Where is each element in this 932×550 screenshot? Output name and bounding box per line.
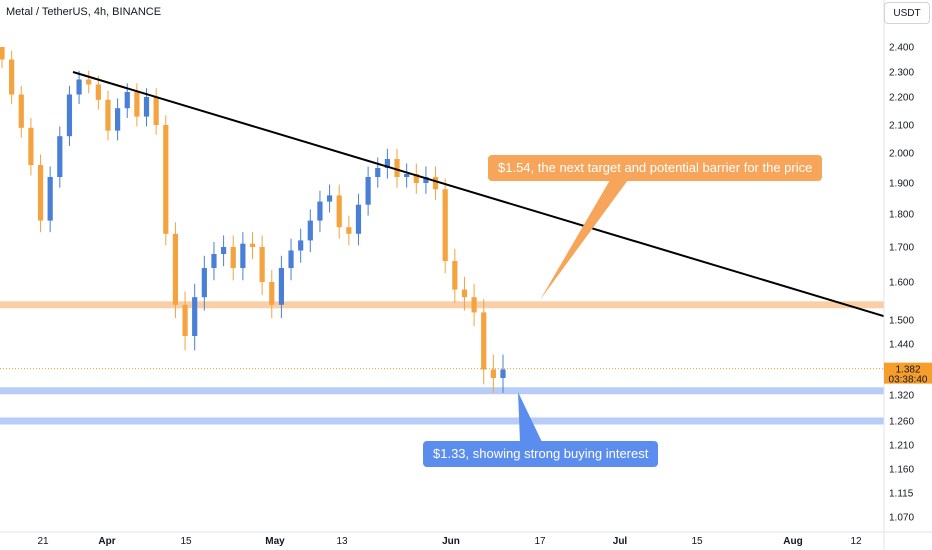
descending-trendline [72, 71, 885, 318]
candle-body [423, 177, 429, 183]
candle-body [481, 312, 487, 370]
candle-body [18, 94, 24, 128]
x-tick-label: Apr [98, 536, 115, 547]
candle-body [375, 168, 381, 177]
candle-body [134, 92, 140, 117]
candle-body [47, 177, 53, 221]
candle-body [86, 79, 92, 85]
candle-body [76, 79, 82, 95]
x-tick-label: Aug [783, 536, 802, 547]
x-tick-label: May [265, 536, 285, 547]
support-pointer [518, 392, 542, 442]
candle-body [37, 165, 44, 221]
y-tick-label: 2.300 [889, 68, 914, 79]
candle-body [105, 99, 111, 131]
y-tick-label: 1.070 [889, 513, 914, 524]
candle-body [307, 220, 313, 241]
candle-body [249, 243, 256, 247]
x-tick-label: Jun [442, 536, 460, 547]
candle-body [66, 94, 73, 137]
candle-body [269, 282, 275, 305]
candle-body [230, 247, 236, 268]
y-tick-label: 2.400 [889, 43, 914, 54]
candle-body [201, 268, 207, 298]
resistance-zone-0 [0, 301, 884, 309]
candle-body [288, 250, 294, 268]
candle-body [9, 59, 15, 95]
x-tick-label: 17 [534, 536, 546, 547]
x-tick-label: 13 [336, 536, 348, 547]
candle-body [471, 297, 477, 313]
candle-body [163, 125, 169, 234]
candle-body [192, 297, 198, 336]
y-tick-label: 1.700 [889, 243, 914, 254]
resistance-pointer [540, 180, 628, 300]
candle-body [452, 261, 458, 290]
x-tick-label: 21 [37, 536, 49, 547]
resistance-callout: $1.54, the next target and potential bar… [488, 155, 823, 181]
candle-body [404, 174, 410, 177]
candle-body [442, 189, 448, 261]
candle-body [461, 289, 468, 298]
support-callout: $1.33, showing strong buying interest [423, 441, 659, 467]
candle-body [143, 97, 150, 117]
candle-body [57, 136, 63, 177]
currency-button[interactable]: USDT [884, 2, 930, 24]
support-zone-2 [0, 417, 884, 425]
y-tick-label: 1.500 [889, 316, 914, 327]
y-tick-label: 1.440 [889, 340, 914, 351]
chart-title: Metal / TetherUS, 4h, BINANCE [6, 6, 162, 18]
candle-body [182, 304, 188, 336]
y-tick-label: 1.900 [889, 179, 914, 190]
candle-body [384, 159, 390, 168]
y-tick-label: 1.320 [889, 391, 914, 402]
candle-body [0, 47, 5, 60]
candle-body [240, 243, 246, 268]
candle-body [432, 177, 439, 190]
candle-body [413, 174, 419, 183]
y-tick-label: 1.260 [889, 417, 914, 428]
x-tick-label: 15 [180, 536, 192, 547]
y-tick-label: 2.100 [889, 121, 914, 132]
candle-body [278, 268, 285, 305]
x-tick-label: 12 [850, 536, 862, 547]
candle-body [500, 369, 506, 378]
candle-body [336, 195, 342, 228]
candle-body [317, 201, 323, 221]
candle-body [172, 233, 179, 305]
last-price-tag [884, 362, 932, 384]
x-tick-label: Jul [613, 536, 628, 547]
x-tick-label: 15 [691, 536, 703, 547]
candle-body [298, 240, 304, 251]
candle-body [153, 97, 159, 125]
candle-body [394, 159, 400, 177]
candle-body [326, 195, 333, 202]
candle-body [124, 92, 130, 109]
y-tick-label: 1.210 [889, 441, 914, 452]
candle-body [490, 369, 496, 378]
candle-body [259, 247, 265, 282]
candle-body [220, 247, 227, 254]
y-tick-label: 1.115 [889, 489, 914, 500]
candle-body [346, 227, 352, 234]
y-tick-label: 1.600 [889, 278, 914, 289]
candle-body [365, 177, 371, 205]
candle-body [95, 84, 101, 100]
candle-body [355, 204, 362, 234]
last-price-value: 1.382 [895, 365, 920, 376]
y-tick-label: 1.800 [889, 210, 914, 221]
support-zone-1 [0, 387, 884, 395]
y-tick-label: 2.200 [889, 93, 914, 104]
candle-body [115, 108, 121, 131]
y-tick-label: 2.000 [889, 149, 914, 160]
y-tick-label: 1.160 [889, 465, 914, 476]
candle-body [211, 254, 217, 268]
countdown-timer: 03:38:40 [889, 375, 928, 386]
candle-body [28, 127, 34, 165]
